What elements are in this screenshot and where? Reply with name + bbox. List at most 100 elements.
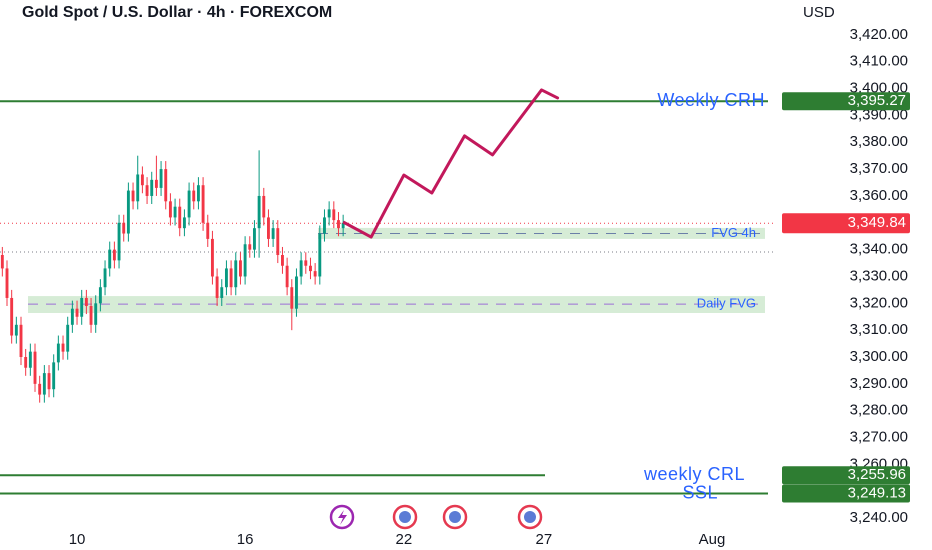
y-tick-label: 3,390.00 <box>850 106 908 123</box>
candle-body <box>201 185 205 223</box>
candle-body <box>164 169 168 202</box>
level-label: 3,395.27 <box>848 92 906 109</box>
y-tick-label: 3,340.00 <box>850 241 908 258</box>
candle-body <box>150 179 154 196</box>
candle-body <box>14 324 18 336</box>
level-label: 3,249.13 <box>848 485 906 502</box>
candle-body <box>5 268 9 298</box>
candle-body <box>215 276 219 298</box>
candle-body <box>178 206 182 229</box>
candle-body <box>323 217 326 234</box>
candle-body <box>33 351 37 384</box>
y-tick-label: 3,360.00 <box>850 187 908 204</box>
chart-title: Gold Spot / U.S. Dollar · 4h · FOREXCOM <box>22 4 332 21</box>
y-tick-label: 3,310.00 <box>850 321 908 338</box>
x-tick-label: 22 <box>395 531 412 548</box>
candle-body <box>238 260 242 277</box>
level-name: weekly CRL <box>643 464 745 484</box>
candle-body <box>66 324 70 352</box>
candle-body <box>206 222 210 239</box>
currency-label: USD <box>803 4 835 21</box>
candle-body <box>136 174 140 202</box>
y-tick-label: 3,330.00 <box>850 267 908 284</box>
last-price-label: 3,349.84 <box>848 214 906 231</box>
candle-body <box>337 220 340 229</box>
candle-body <box>281 255 284 266</box>
candle-body <box>318 233 322 277</box>
candle-body <box>42 373 46 395</box>
candle-body <box>220 287 224 298</box>
flag <box>524 511 536 523</box>
candle-body <box>145 185 149 196</box>
y-tick-label: 3,280.00 <box>850 402 908 419</box>
candle-body <box>80 297 84 317</box>
candle-body <box>234 260 238 288</box>
y-tick-label: 3,270.00 <box>850 429 908 446</box>
candle-body <box>309 265 312 272</box>
candle-body <box>47 373 51 390</box>
candle-body <box>224 268 228 288</box>
candle-body <box>117 222 121 261</box>
candle-body <box>182 217 186 229</box>
candle-body <box>70 308 74 325</box>
flag <box>449 511 461 523</box>
candle-body <box>28 351 32 368</box>
y-tick-label: 3,240.00 <box>850 509 908 526</box>
level-badge <box>782 466 910 485</box>
candle-body <box>103 268 107 288</box>
candle-body <box>304 260 308 266</box>
candle-body <box>131 190 135 202</box>
event-icons <box>329 504 543 530</box>
level-name: SSL <box>682 482 718 502</box>
candle-body <box>75 308 79 317</box>
y-tick-label: 3,370.00 <box>850 160 908 177</box>
y-tick-label: 3,320.00 <box>850 294 908 311</box>
candle-body <box>295 276 298 309</box>
flag <box>399 511 411 523</box>
candle-body <box>19 324 23 358</box>
candle-body <box>276 228 280 256</box>
candle-body <box>187 190 191 218</box>
candle-body <box>159 169 163 188</box>
candle-body <box>126 190 130 234</box>
candle-body <box>173 206 177 218</box>
candle-body <box>290 287 294 309</box>
candle-body <box>313 271 317 277</box>
x-tick-label: Aug <box>699 531 726 548</box>
x-tick-label: 16 <box>237 531 254 548</box>
candle-body <box>257 195 261 229</box>
candle-body <box>248 244 252 250</box>
candle-body <box>271 228 275 239</box>
event-icon-bolt <box>338 510 347 525</box>
fvg-label: FVG 4h <box>711 225 756 240</box>
candle-body <box>0 255 4 269</box>
candle-body <box>98 287 102 304</box>
candle-body <box>327 209 331 218</box>
y-tick-label: 3,300.00 <box>850 348 908 365</box>
candle-body <box>196 185 200 202</box>
fvg-label: Daily FVG <box>697 296 756 311</box>
last-price-badge <box>782 213 910 234</box>
candle-body <box>210 238 214 277</box>
level-badge <box>782 484 910 503</box>
projection-arrowhead <box>540 88 560 100</box>
x-tick-label: 27 <box>536 531 553 548</box>
level-label: 3,255.96 <box>848 466 906 483</box>
candle-body <box>341 222 345 229</box>
level-badge <box>782 92 910 111</box>
candle-body <box>299 260 303 277</box>
candle-body <box>89 306 93 325</box>
candle-body <box>52 362 56 390</box>
candle-body <box>229 268 233 288</box>
candle-body <box>24 357 28 368</box>
candle-body <box>84 297 88 307</box>
candle-body <box>267 217 270 239</box>
candle-body <box>56 343 60 363</box>
candle-body <box>94 303 98 325</box>
y-tick-label: 3,380.00 <box>850 133 908 150</box>
x-tick-label: 10 <box>69 531 86 548</box>
candle-body <box>285 265 289 288</box>
candle-body <box>108 249 112 269</box>
